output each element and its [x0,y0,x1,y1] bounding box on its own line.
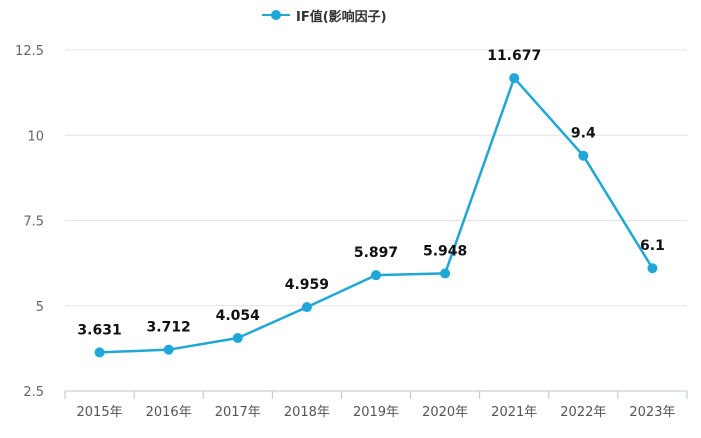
y-tick-label: 2.5 [23,385,44,400]
data-label: 11.677 [487,48,541,64]
legend[interactable]: IF值(影响因子) [262,4,387,26]
x-tick-label: 2016年 [146,405,192,420]
x-tick-label: 2019年 [353,405,399,420]
x-tick-label: 2021年 [491,405,537,420]
data-label: 4.959 [285,277,329,293]
data-point[interactable] [301,302,312,313]
x-tick-label: 2020年 [422,405,468,420]
legend-label: IF值(影响因子) [296,9,387,25]
data-label: 5.897 [354,245,398,261]
y-tick-label: 10 [27,129,44,144]
data-label: 3.712 [147,320,191,336]
data-point[interactable] [371,270,381,281]
series-line [99,76,654,354]
x-tick-label: 2022年 [560,405,606,420]
data-point[interactable] [578,150,589,161]
x-tick-label: 2017年 [215,405,261,420]
data-label: 9.4 [571,126,596,142]
legend-dot [271,10,281,20]
data-label: 3.631 [77,322,121,338]
data-label: 5.948 [423,243,467,259]
data-point[interactable] [94,347,105,358]
data-label: 4.054 [216,308,261,324]
legend-marker-icon [262,9,290,21]
data-point[interactable] [647,263,658,274]
data-point[interactable] [163,344,174,355]
data-point[interactable] [440,268,451,279]
y-tick-label: 5 [36,300,44,315]
data-label: 6.1 [640,238,665,254]
data-point[interactable] [232,333,243,344]
y-tick-label: 7.5 [23,215,44,230]
x-tick-label: 2015年 [77,405,123,420]
x-tick-label: 2023年 [629,405,675,420]
y-tick-label: 12.5 [15,44,44,59]
data-point[interactable] [509,73,520,84]
x-tick-label: 2018年 [284,405,330,420]
